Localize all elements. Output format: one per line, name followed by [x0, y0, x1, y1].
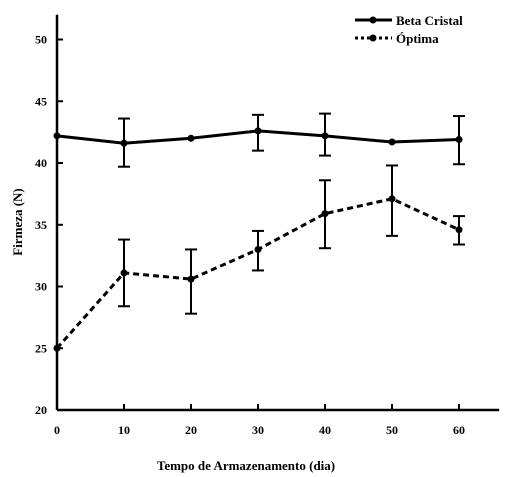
- x-tick-label: 60: [453, 423, 465, 437]
- legend-marker: [369, 16, 377, 24]
- data-point: [254, 245, 262, 253]
- data-point: [321, 132, 329, 140]
- data-point: [254, 127, 262, 135]
- data-point: [120, 269, 128, 277]
- data-point: [120, 139, 128, 147]
- data-point: [53, 344, 61, 352]
- legend: Beta Cristal Óptima: [355, 13, 463, 46]
- y-axis-title: Firmeza (N): [10, 188, 25, 256]
- data-point: [187, 134, 195, 142]
- series-line: [55, 197, 460, 350]
- x-axis-title: Tempo de Armazenamento (dia): [157, 458, 335, 473]
- y-tick-label: 40: [35, 156, 47, 170]
- x-tick-label: 30: [252, 423, 264, 437]
- series-beta-cristal: [53, 112, 465, 168]
- y-tick-label: 30: [35, 280, 47, 294]
- y-tick-label: 20: [35, 403, 47, 417]
- y-tick-label: 50: [35, 33, 47, 47]
- axes: 20 25 30 35 40 45 50 0 10 20 30 40 50 60: [35, 14, 500, 437]
- data-point: [187, 275, 195, 283]
- series-layer: [53, 112, 465, 352]
- data-point: [455, 226, 463, 234]
- x-tick-label: 50: [386, 423, 398, 437]
- y-tick-label: 35: [35, 218, 47, 232]
- y-tick-label: 45: [35, 94, 47, 108]
- data-point: [388, 195, 396, 203]
- x-tick-label: 20: [185, 423, 197, 437]
- legend-marker: [369, 34, 377, 42]
- x-tick-label: 0: [54, 423, 60, 437]
- series-optima: [53, 164, 465, 352]
- data-point: [455, 136, 463, 144]
- x-tick-label: 10: [118, 423, 130, 437]
- legend-label: Beta Cristal: [396, 13, 463, 28]
- data-point: [53, 132, 61, 140]
- x-tick-label: 40: [319, 423, 331, 437]
- data-point: [321, 210, 329, 218]
- legend-label: Óptima: [396, 31, 439, 46]
- y-tick-label: 25: [35, 341, 47, 355]
- data-point: [388, 138, 396, 146]
